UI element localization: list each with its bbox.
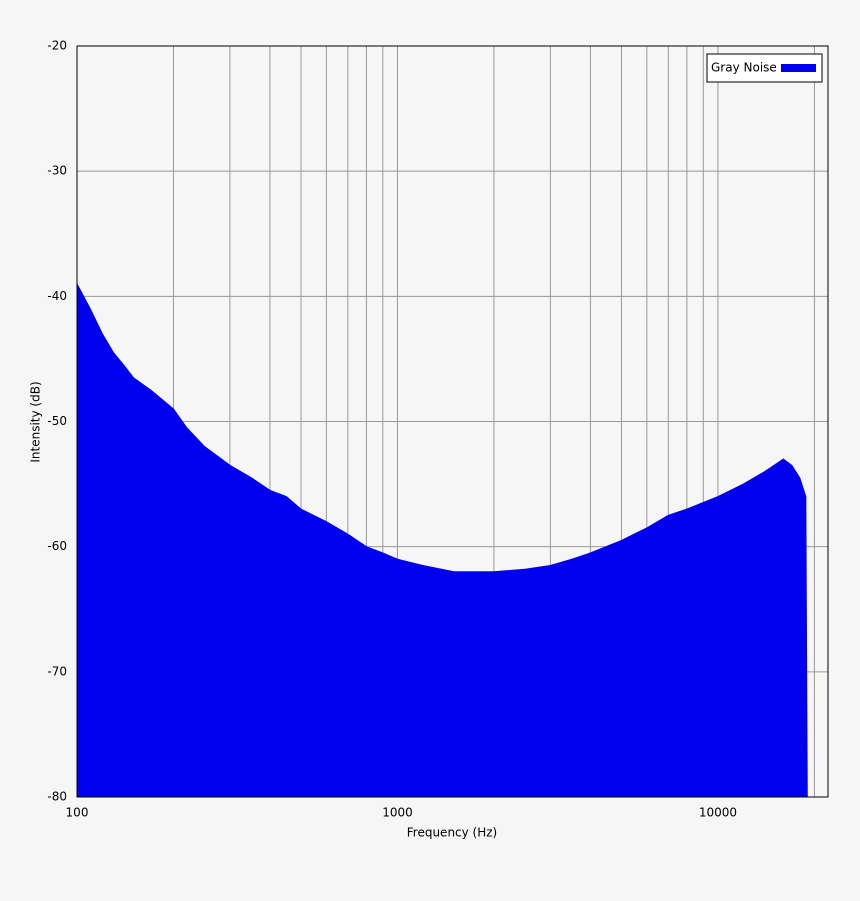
- plot-border: [76, 45, 829, 798]
- x-axis-label: Frequency (Hz): [407, 826, 498, 840]
- x-tick-label: 1000: [382, 806, 413, 820]
- legend-label: Gray Noise: [711, 61, 777, 75]
- y-tick-label: -60: [47, 539, 67, 553]
- legend-swatch: [781, 64, 816, 72]
- y-axis-label: Intensity (dB): [29, 381, 43, 462]
- y-tick-label: -20: [47, 39, 67, 53]
- y-tick-label: -40: [47, 289, 67, 303]
- x-tick-label: 100: [66, 806, 89, 820]
- x-tick-label: 10000: [699, 806, 737, 820]
- y-tick-label: -50: [47, 414, 67, 428]
- y-tick-label: -30: [47, 164, 67, 178]
- area: [76, 283, 808, 798]
- y-tick-label: -70: [47, 664, 67, 678]
- y-tick-label: -80: [47, 790, 67, 804]
